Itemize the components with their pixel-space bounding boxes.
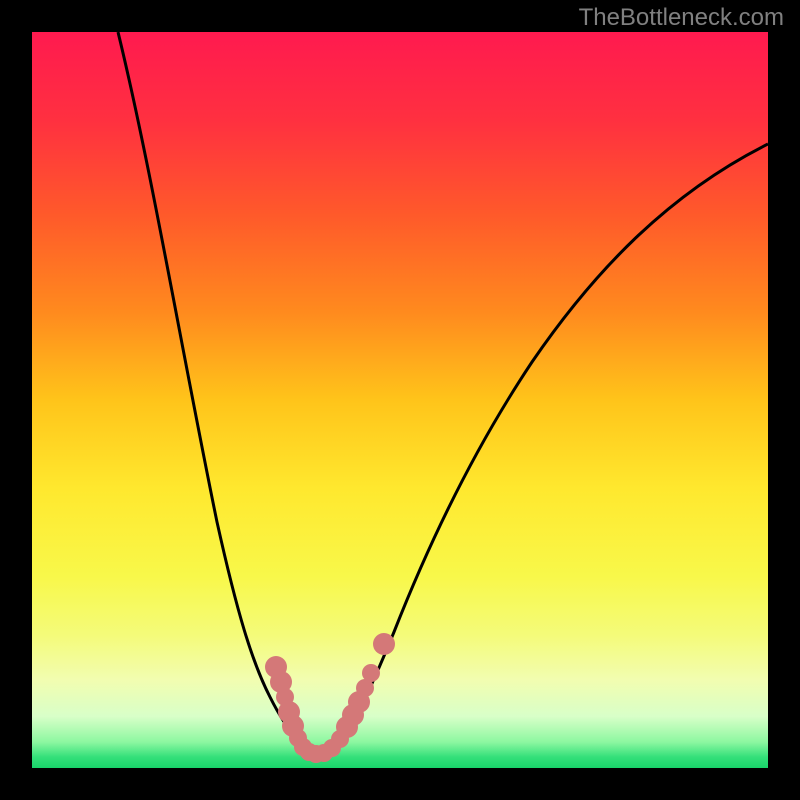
watermark-text: TheBottleneck.com — [579, 4, 784, 32]
plot-area — [32, 32, 768, 768]
chart-svg — [32, 32, 768, 768]
data-marker — [362, 664, 380, 682]
data-marker — [373, 633, 395, 655]
